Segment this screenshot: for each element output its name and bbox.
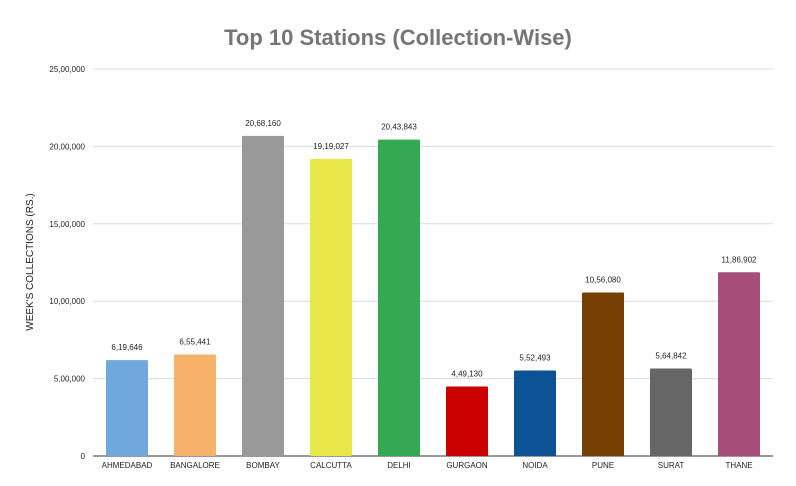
y-tick-label: 15,00,000 (49, 220, 85, 229)
y-tick-label: 20,00,000 (49, 142, 85, 151)
y-tick-label: 0 (81, 452, 86, 461)
data-label-surat: 5,64,842 (655, 352, 687, 361)
y-tick-label: 25,00,000 (49, 65, 85, 74)
data-label-pune: 10,56,080 (585, 276, 621, 285)
x-tick-label: SURAT (658, 461, 685, 470)
data-label-ahmedabad: 6,19,646 (111, 343, 143, 352)
bar-surat (650, 368, 692, 456)
data-label-noida: 5,52,493 (519, 353, 551, 362)
bar-gurgaon (446, 386, 488, 456)
data-label-calcutta: 19,19,027 (313, 142, 349, 151)
bar-pune (582, 292, 624, 456)
x-tick-label: PUNE (592, 461, 614, 470)
bar-bangalore (174, 354, 216, 456)
x-tick-label: GURGAON (446, 461, 488, 470)
data-label-thane: 11,86,902 (722, 255, 758, 264)
bar-thane (718, 272, 760, 456)
y-axis-ticks: 0 5,00,000 10,00,000 15,00,000 20,00,000 25,0… (49, 65, 85, 461)
data-label-bombay: 20,68,160 (245, 119, 281, 128)
x-tick-label: NOIDA (522, 461, 548, 470)
y-tick-label: 10,00,000 (49, 297, 85, 306)
y-axis-label: WEEK'S COLLECTIONS (RS.) (25, 193, 36, 331)
x-tick-label: BANGALORE (170, 461, 220, 470)
x-tick-label: AHMEDABAD (102, 461, 153, 470)
x-tick-label: THANE (725, 461, 752, 470)
chart-title: Top 10 Stations (Collection-Wise) (224, 25, 572, 50)
y-tick-label: 5,00,000 (54, 375, 86, 384)
bar-calcutta (310, 158, 352, 456)
data-label-bangalore: 6,55,441 (179, 338, 211, 347)
x-tick-label: DELHI (387, 461, 411, 470)
x-tick-label: BOMBAY (246, 461, 280, 470)
x-axis-ticks: AHMEDABAD BANGALORE BOMBAY CALCUTTA DELHI GUR… (102, 461, 753, 470)
bars: 6,19,646 6,55,441 20,68,160 19,19,027 20,43,… (106, 119, 760, 457)
data-label-gurgaon: 4,49,130 (451, 369, 483, 378)
bar-delhi (378, 139, 420, 456)
bar-bombay (242, 135, 284, 457)
bar-noida (514, 370, 556, 456)
bar-ahmedabad (106, 360, 148, 456)
x-tick-label: CALCUTTA (310, 461, 352, 470)
data-label-delhi: 20,43,843 (381, 123, 417, 132)
